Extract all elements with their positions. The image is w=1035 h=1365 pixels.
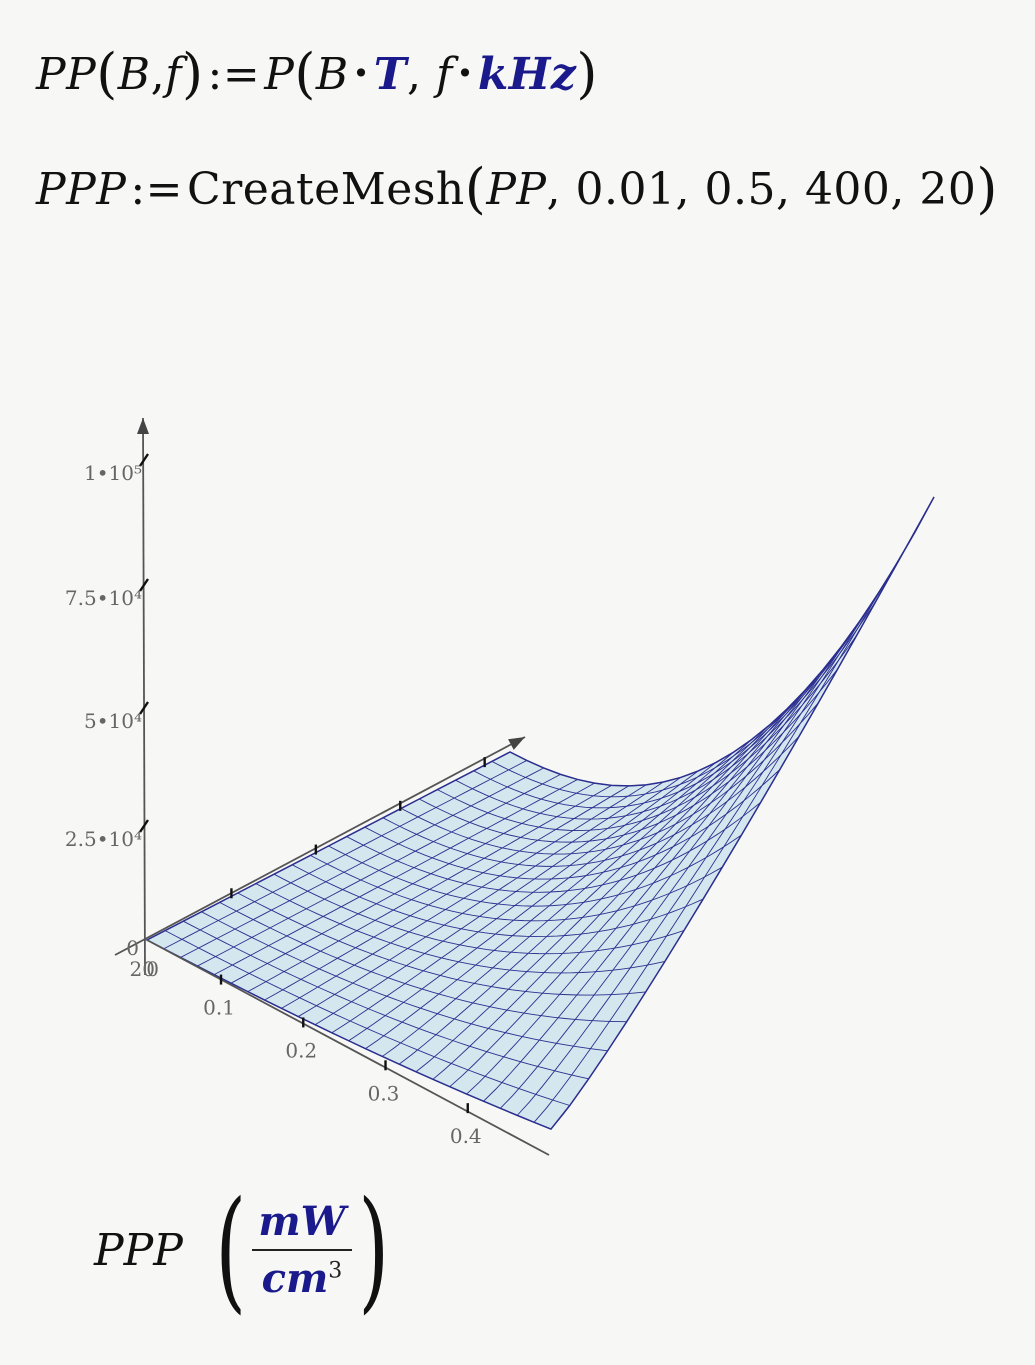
eq1-assign-operator: := xyxy=(207,49,261,100)
mesh-line-x xyxy=(264,785,630,1001)
equation-pp-definition[interactable]: PP(B,f):=P(B •T, f •kHz) xyxy=(36,42,598,105)
z-axis-tick-label: 5•10⁴ xyxy=(84,709,142,733)
eq1-lhs-fn: PP xyxy=(36,49,97,100)
z-axis-origin-label: 0 xyxy=(126,936,139,960)
eq2-arg-ymin: 400 xyxy=(804,164,891,215)
unit-exponent: 3 xyxy=(328,1258,343,1284)
mesh-line-x xyxy=(314,777,681,1026)
equation-ppp-createmesh[interactable]: PPP:=CreateMesh(PP, 0.01, 0.5, 400, 20) xyxy=(36,157,998,220)
mesh-line-y xyxy=(491,531,916,798)
plot-variable-label: PPP ( mW cm3 ) xyxy=(94,1173,389,1327)
mesh-line-x xyxy=(382,739,752,1057)
z-axis-tick-label: 1•10⁵ xyxy=(84,461,142,485)
eq2-arg-fn: PP xyxy=(486,164,547,215)
x-axis-tick-label: 0.3 xyxy=(368,1081,400,1105)
mesh-line-x xyxy=(247,784,612,993)
x-axis-origin-label: 0 xyxy=(146,957,159,981)
mesh-line-x xyxy=(533,531,916,1123)
z-axis-tick xyxy=(139,453,149,467)
mesh-line-x xyxy=(146,751,511,941)
x-axis-tick-label: 0.1 xyxy=(203,996,235,1020)
mesh-line-x xyxy=(365,751,734,1050)
z-axis-tick-label: 2.5•10⁴ xyxy=(65,827,142,851)
z-axis-tick xyxy=(139,819,149,833)
mesh-line-x xyxy=(432,690,806,1080)
eq1-arg1-unit: T xyxy=(373,49,408,100)
eq2-assign-operator: := xyxy=(130,164,184,215)
z-axis-line xyxy=(142,417,146,976)
x-axis-tick-label: 0.4 xyxy=(450,1124,482,1148)
mesh-line-x xyxy=(516,563,897,1116)
mesh-line-x xyxy=(230,782,595,984)
y-axis-line xyxy=(114,736,526,956)
eq2-arg-ymax: 20 xyxy=(919,164,977,215)
z-axis-tick xyxy=(139,578,149,592)
eq1-rhs-fn: P xyxy=(264,49,295,100)
eq1-lhs-arg-b: B xyxy=(117,49,151,100)
mesh-line-x xyxy=(297,781,664,1017)
mesh-line-x xyxy=(213,779,578,976)
mesh-line-x xyxy=(550,496,935,1130)
unit-numerator: mW xyxy=(258,1198,346,1245)
eq1-arg2-unit: kHz xyxy=(477,49,577,100)
x-axis-tick-label: 0.2 xyxy=(285,1038,317,1062)
mesh-line-x xyxy=(398,725,770,1065)
y-axis-arrow xyxy=(508,737,525,750)
mesh-line-x xyxy=(415,708,788,1073)
mesh-line-x xyxy=(449,669,824,1088)
mesh-line-x xyxy=(163,760,528,950)
mesh-line-x xyxy=(197,773,561,967)
mesh-line-x xyxy=(331,770,699,1034)
z-axis-arrow xyxy=(137,418,149,434)
mesh-line-x xyxy=(499,593,879,1109)
eq1-arg2-var: f xyxy=(436,49,453,100)
eq2-lhs: PPP xyxy=(36,164,127,215)
z-axis-tick xyxy=(139,701,149,715)
mesh-line-x xyxy=(483,621,861,1102)
z-axis-tick-label: 7.5•10⁴ xyxy=(65,586,142,610)
eq1-lhs-arg-f: f xyxy=(165,49,182,100)
mesh-line-y xyxy=(509,496,935,787)
plot-variable-name: PPP xyxy=(94,1224,183,1276)
mesh-line-x xyxy=(466,646,842,1095)
unit-fraction: mW cm3 xyxy=(252,1198,352,1302)
eq2-arg-xmax: 0.5 xyxy=(704,164,776,215)
surface-mesh xyxy=(145,496,935,1130)
eq1-arg1-var: B xyxy=(315,49,349,100)
unit-denominator: cm xyxy=(261,1255,329,1302)
eq2-function-name: CreateMesh xyxy=(187,164,465,215)
eq2-arg-xmin: 0.01 xyxy=(575,164,676,215)
y-axis-origin-label: 20 xyxy=(130,957,155,981)
mesh-line-x xyxy=(180,767,544,958)
mesh-line-x xyxy=(281,784,647,1009)
mesh-line-x xyxy=(348,762,717,1042)
x-axis-line xyxy=(146,939,550,1156)
